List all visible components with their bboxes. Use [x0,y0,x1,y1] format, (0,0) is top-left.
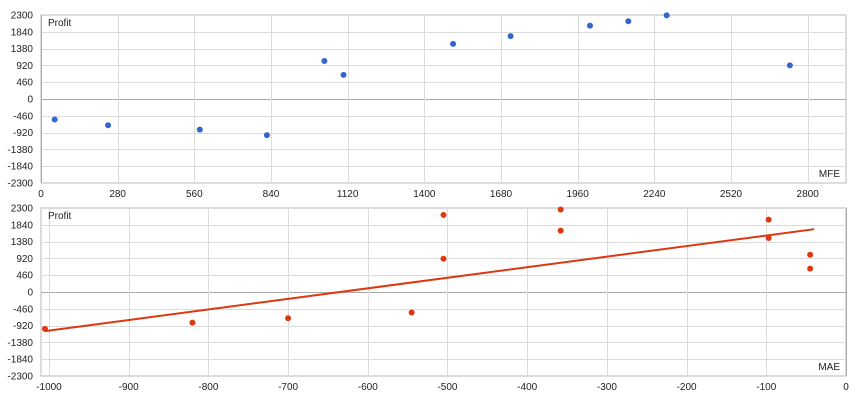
x-tick-label: 840 [263,189,280,200]
data-point [765,234,772,241]
x-tick-label: -900 [119,382,139,393]
gridlines [41,208,847,377]
data-point [408,309,415,316]
data-point [807,251,814,258]
x-tick-label: -500 [437,382,457,393]
y-tick-label: 460 [16,78,33,89]
data-point [263,132,270,139]
y-tick-label: 0 [27,95,33,106]
data-point [285,315,292,322]
y-tick-label: -920 [13,321,33,332]
gridlines [41,15,846,184]
x-tick-label: -400 [517,382,537,393]
x-tick-label: -600 [358,382,378,393]
trend-line-group [44,228,815,333]
data-point [765,216,772,223]
x-tick-label: 2520 [720,189,743,200]
y-tick-label: -460 [13,111,33,122]
x-tick-label: -1000 [36,382,62,393]
y-tick-label: 1380 [11,44,34,55]
y-tick-label: -1840 [7,162,33,173]
data-point [807,265,814,272]
data-point [663,12,670,19]
y-tick-label: 2300 [11,204,34,215]
y-axis-label: Profit [48,18,72,29]
y-axis-label: Profit [48,211,72,222]
data-point [105,122,112,129]
y-tick-label: 2300 [11,11,34,22]
mfe-profit-chart: -2300 -1840 -1380 -920 -460 0 460 920 1380 1840 23… [7,11,847,201]
y-tick-label: 1840 [11,27,34,38]
x-tick-label: -200 [677,382,697,393]
x-tick-label: 0 [843,382,849,393]
y-tick-label: 1380 [11,237,34,248]
x-tick-label: 560 [186,189,203,200]
y-tick-label: -1380 [7,145,33,156]
tick-labels: -2300 -1840 -1380 -920 -460 0 460 920 1380 1840 23… [7,11,819,201]
y-tick-label: -2300 [7,372,33,383]
y-tick-label: 920 [16,254,33,265]
data-point [340,71,347,78]
data-point [440,211,447,218]
data-point [189,319,196,326]
data-point [557,206,564,213]
data-points [51,12,793,139]
x-tick-label: -300 [597,382,617,393]
data-point [586,22,593,29]
data-point [440,255,447,262]
y-tick-label: -1840 [7,355,33,366]
x-axis-label: MFE [819,169,840,180]
data-point [557,227,564,234]
y-tick-label: 920 [16,61,33,72]
data-point [321,58,328,65]
data-point [450,40,457,47]
x-tick-label: -100 [756,382,776,393]
x-tick-label: 1400 [413,189,436,200]
x-axis-label: MAE [818,362,840,373]
mae-profit-chart: -2300 -1840 -1380 -920 -460 0 460 920 1380 1840 23… [7,204,849,394]
data-point [507,33,514,40]
y-tick-label: -460 [13,304,33,315]
y-tick-label: 460 [16,271,33,282]
tick-labels: -2300 -1840 -1380 -920 -460 0 460 920 1380 1840 23… [7,204,849,394]
x-tick-label: 0 [38,189,44,200]
x-tick-label: 1960 [567,189,590,200]
x-tick-label: -700 [278,382,298,393]
data-point [51,116,58,123]
y-tick-label: -2300 [7,179,33,190]
x-tick-label: -800 [198,382,218,393]
y-tick-label: 0 [27,288,33,299]
data-point [196,126,203,133]
x-tick-label: 2800 [797,189,820,200]
y-tick-label: 1840 [11,220,34,231]
trend-line [44,228,815,333]
x-tick-label: 1120 [337,189,359,200]
x-tick-label: 1680 [490,189,513,200]
data-point [786,62,793,69]
data-points [41,206,814,332]
y-tick-label: -920 [13,128,33,139]
x-tick-label: 2240 [643,189,666,200]
data-point [41,325,48,332]
y-tick-label: -1380 [7,338,33,349]
data-point [625,18,632,25]
x-tick-label: 280 [109,189,126,200]
